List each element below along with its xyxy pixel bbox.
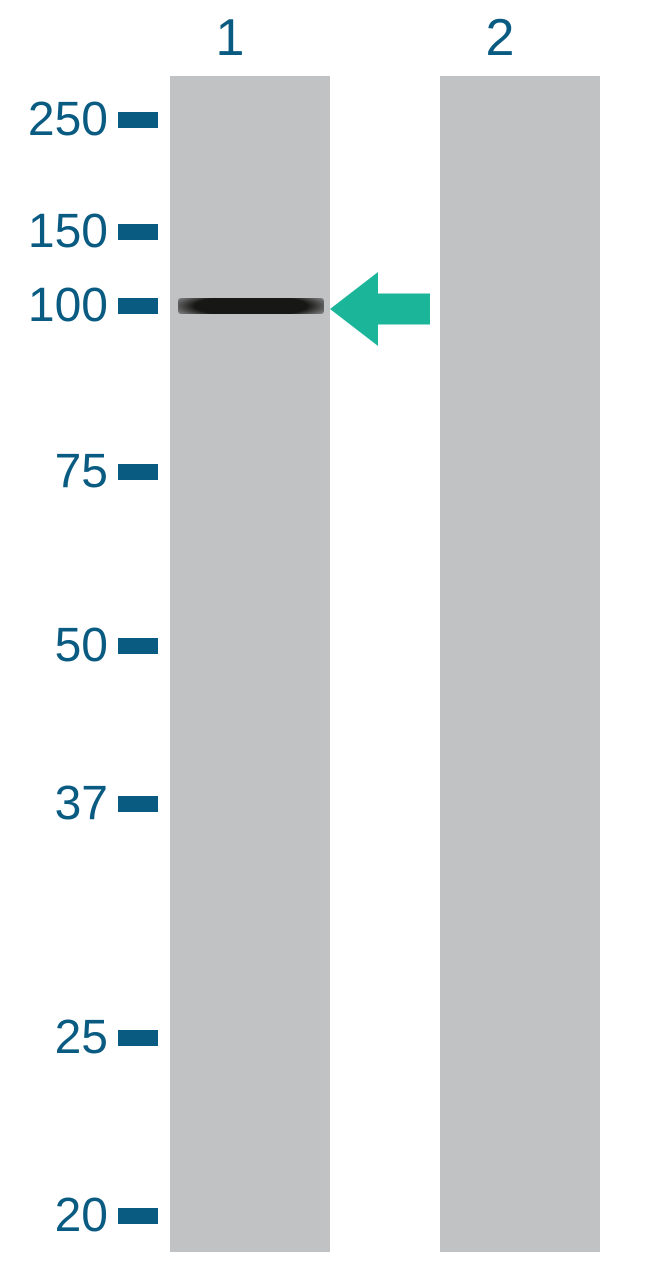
mw-label-37: 37 [8, 776, 108, 831]
mw-tick-100 [118, 298, 158, 314]
band-lane1-100 [178, 298, 324, 314]
mw-tick-25 [118, 1030, 158, 1046]
mw-tick-250 [118, 112, 158, 128]
lane-2 [440, 76, 600, 1252]
lane-1 [170, 76, 330, 1252]
mw-tick-150 [118, 224, 158, 240]
mw-label-75: 75 [8, 444, 108, 499]
mw-label-25: 25 [8, 1010, 108, 1065]
mw-tick-37 [118, 796, 158, 812]
mw-label-150: 150 [8, 204, 108, 259]
mw-label-250: 250 [8, 92, 108, 147]
band-indicator-arrow [330, 272, 430, 346]
mw-tick-20 [118, 1208, 158, 1224]
mw-label-20: 20 [8, 1188, 108, 1243]
mw-tick-50 [118, 638, 158, 654]
mw-label-100: 100 [8, 278, 108, 333]
lane-header-1: 1 [200, 8, 260, 68]
western-blot-figure: 1 2 250 150 100 75 50 37 25 20 [0, 0, 650, 1270]
mw-tick-75 [118, 464, 158, 480]
lane-header-2: 2 [470, 8, 530, 68]
mw-label-50: 50 [8, 618, 108, 673]
